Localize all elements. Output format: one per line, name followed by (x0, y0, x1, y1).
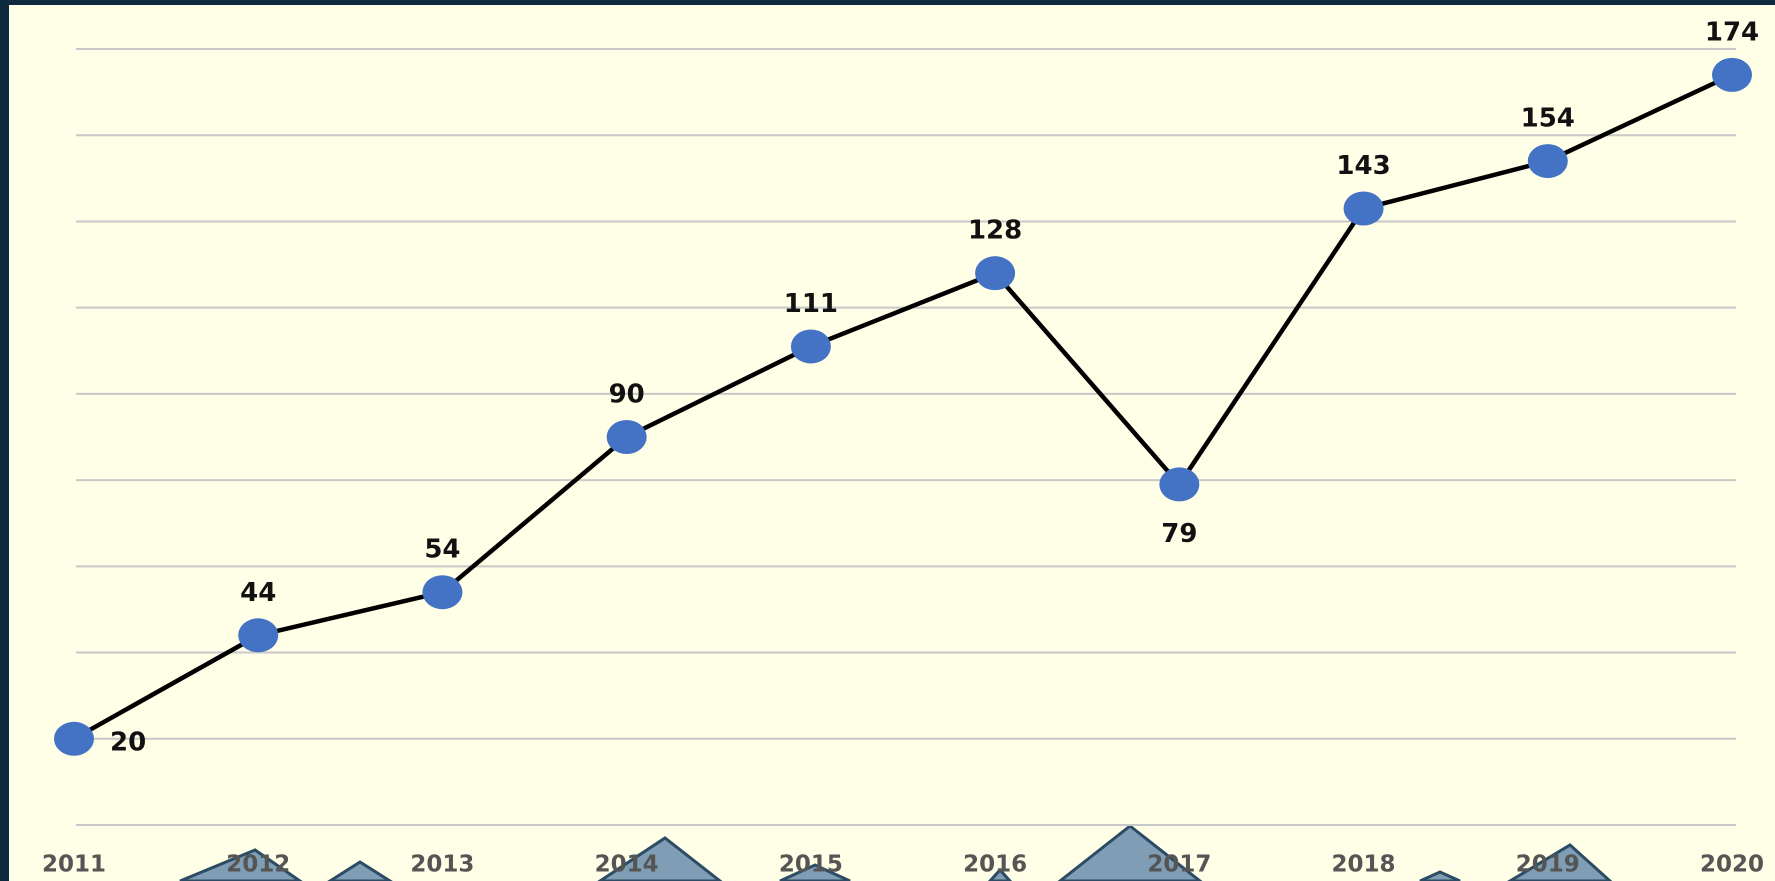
data-label: 174 (1705, 17, 1759, 47)
x-tick-label: 2014 (595, 852, 659, 878)
data-label: 128 (968, 216, 1022, 246)
line (72, 72, 1733, 741)
data-label: 90 (609, 380, 645, 410)
mountain (987, 867, 1013, 881)
mountain (1507, 843, 1613, 881)
left-border (0, 0, 9, 881)
data-label: 20 (110, 727, 146, 757)
x-tick-label: 2018 (1332, 852, 1396, 878)
x-tick-label: 2015 (779, 852, 843, 878)
top-border (0, 0, 1775, 5)
data-label: 54 (424, 535, 460, 565)
x-tick-label: 2013 (410, 852, 474, 878)
x-tick-label: 2019 (1516, 852, 1580, 878)
mountain (1419, 870, 1461, 881)
marker (1159, 467, 1200, 502)
mountain (779, 863, 851, 881)
data-label: 143 (1336, 151, 1390, 181)
data-label: 154 (1521, 104, 1575, 134)
marker (54, 721, 94, 756)
x-tick-label: 2017 (1147, 852, 1211, 878)
marker (975, 256, 1016, 291)
x-tick-label: 2011 (42, 852, 106, 878)
mountain (179, 848, 303, 881)
data-label: 44 (240, 578, 276, 608)
marker (422, 575, 463, 610)
marker (1343, 191, 1384, 226)
marker (238, 618, 279, 653)
marker (1527, 144, 1568, 179)
x-tick-label: 2012 (226, 852, 290, 878)
data-label: 111 (784, 289, 838, 319)
data-label: 79 (1161, 519, 1197, 549)
mountain (597, 836, 723, 881)
marker (606, 420, 647, 454)
decoration (179, 824, 1613, 881)
mountain (1057, 824, 1203, 881)
mountain (327, 860, 393, 881)
x-tick-label: 2020 (1700, 852, 1764, 878)
marker (1712, 57, 1752, 92)
marker (790, 329, 831, 364)
x-tick-label: 2016 (963, 852, 1027, 878)
